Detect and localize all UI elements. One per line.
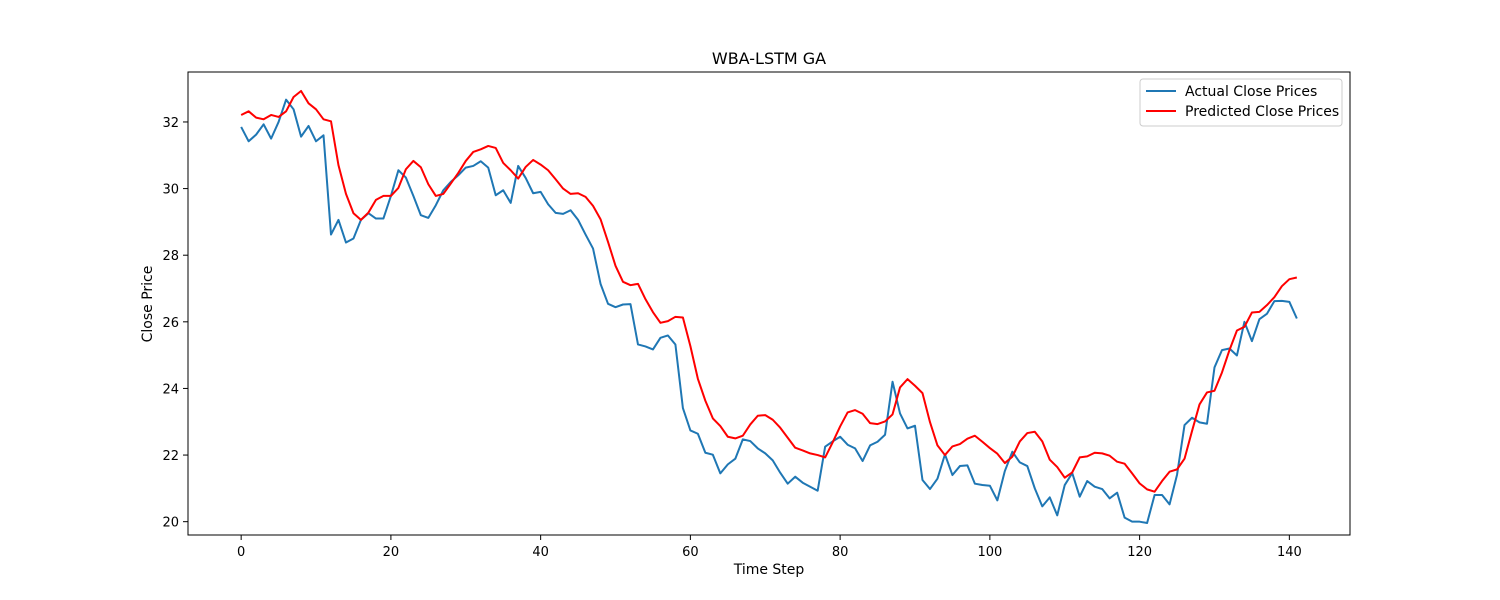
x-tick-label: 140 bbox=[1277, 545, 1302, 560]
y-tick-label: 24 bbox=[162, 382, 179, 397]
y-tick-label: 26 bbox=[162, 316, 179, 331]
x-tick-label: 40 bbox=[532, 545, 549, 560]
y-tick-label: 20 bbox=[162, 516, 179, 531]
series-line-predicted bbox=[240, 89, 1298, 493]
legend-label-actual: Actual Close Prices bbox=[1185, 84, 1317, 100]
y-axis-ticks: 20 22 24 26 28 30 32 bbox=[162, 116, 188, 531]
legend-label-predicted: Predicted Close Prices bbox=[1185, 104, 1339, 120]
y-tick-label: 32 bbox=[162, 116, 179, 131]
plot-area bbox=[187, 71, 1351, 536]
legend: Actual Close Prices Predicted Close Pric… bbox=[1139, 78, 1343, 127]
y-tick-label: 22 bbox=[162, 449, 179, 464]
x-tick-label: 60 bbox=[682, 545, 699, 560]
x-tick-label: 80 bbox=[832, 545, 849, 560]
x-tick-label: 0 bbox=[237, 545, 245, 560]
series-layer bbox=[240, 89, 1298, 525]
x-tick-label: 120 bbox=[1127, 545, 1152, 560]
y-axis-label: Close Price bbox=[140, 266, 156, 343]
x-tick-label: 100 bbox=[977, 545, 1002, 560]
chart-title: WBA-LSTM GA bbox=[712, 49, 826, 68]
x-axis-ticks: 0 20 40 60 80 100 120 140 bbox=[237, 535, 1302, 560]
x-tick-label: 20 bbox=[383, 545, 400, 560]
legend-box bbox=[1139, 78, 1343, 127]
series-line-actual bbox=[240, 98, 1298, 525]
x-axis-label: Time Step bbox=[733, 562, 805, 578]
y-tick-label: 30 bbox=[162, 183, 179, 198]
y-tick-label: 28 bbox=[162, 249, 179, 264]
